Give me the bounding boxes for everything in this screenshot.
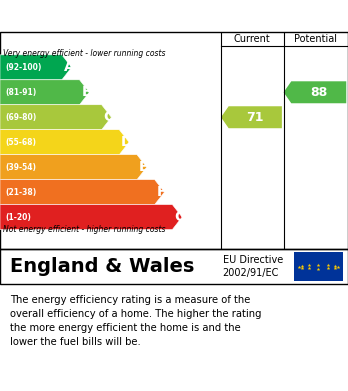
Polygon shape: [0, 204, 182, 230]
Text: G: G: [174, 210, 185, 224]
Bar: [294, 252, 343, 282]
Polygon shape: [0, 55, 72, 80]
Polygon shape: [0, 80, 89, 105]
Text: Very energy efficient - lower running costs: Very energy efficient - lower running co…: [3, 49, 166, 58]
Text: England & Wales: England & Wales: [10, 257, 195, 276]
Text: C: C: [103, 110, 114, 124]
Text: E: E: [139, 160, 148, 174]
Text: (81-91): (81-91): [5, 88, 37, 97]
Text: Potential: Potential: [294, 34, 337, 44]
Text: (55-68): (55-68): [5, 138, 36, 147]
Polygon shape: [221, 106, 282, 128]
Polygon shape: [0, 105, 111, 130]
Polygon shape: [0, 130, 129, 155]
Text: EU Directive
2002/91/EC: EU Directive 2002/91/EC: [223, 255, 283, 278]
Polygon shape: [284, 81, 346, 103]
Text: Not energy efficient - higher running costs: Not energy efficient - higher running co…: [3, 225, 166, 234]
Text: Energy Efficiency Rating: Energy Efficiency Rating: [10, 7, 240, 25]
Text: (92-100): (92-100): [5, 63, 42, 72]
Text: B: B: [81, 85, 92, 99]
Text: (39-54): (39-54): [5, 163, 36, 172]
Text: Current: Current: [234, 34, 271, 44]
Text: (69-80): (69-80): [5, 113, 37, 122]
Text: F: F: [156, 185, 166, 199]
Text: A: A: [64, 60, 74, 74]
Text: (21-38): (21-38): [5, 188, 37, 197]
Text: 71: 71: [246, 111, 264, 124]
Polygon shape: [0, 179, 164, 204]
Text: (1-20): (1-20): [5, 213, 31, 222]
Text: D: D: [121, 135, 133, 149]
Text: 88: 88: [310, 86, 327, 99]
Polygon shape: [0, 155, 147, 179]
Text: The energy efficiency rating is a measure of the
overall efficiency of a home. T: The energy efficiency rating is a measur…: [10, 295, 262, 347]
